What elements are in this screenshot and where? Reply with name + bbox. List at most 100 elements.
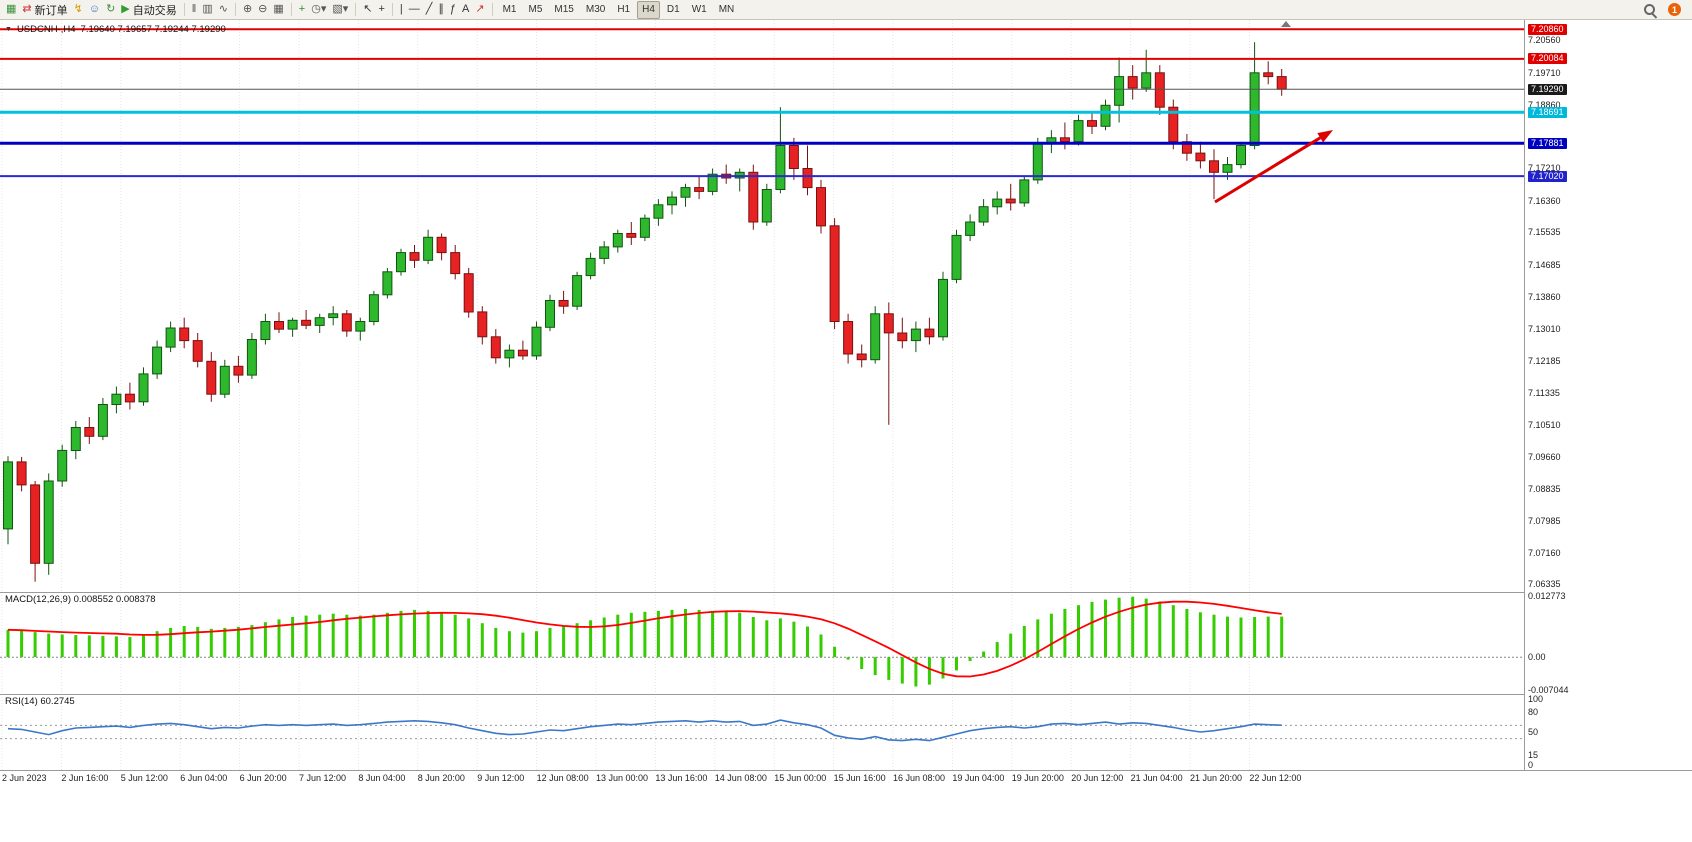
arrows-tool-button[interactable]: ↗ xyxy=(472,1,487,19)
candlestick-chart[interactable] xyxy=(0,20,1524,592)
macd-label: MACD(12,26,9) 0.008552 0.008378 xyxy=(5,594,156,605)
indicators-icon: + xyxy=(298,3,306,15)
price-axis-label: 0.012773 xyxy=(1528,591,1566,602)
timeframe-m5[interactable]: M5 xyxy=(528,4,543,15)
new-order-button[interactable]: ⇄ 新订单 xyxy=(19,1,70,19)
time-label: 8 Jun 20:00 xyxy=(417,773,465,783)
horizontal-line-button[interactable]: — xyxy=(406,1,423,19)
search-button[interactable] xyxy=(1640,1,1660,19)
time-label: 15 Jun 16:00 xyxy=(833,773,886,783)
price-axis-label: 7.18860 xyxy=(1528,100,1561,111)
fibonacci-button[interactable]: ƒ xyxy=(447,1,459,19)
price-line-label: 7.17881 xyxy=(1528,137,1567,149)
price-axis-label: 7.09660 xyxy=(1528,452,1561,463)
line-chart-button[interactable]: ∿ xyxy=(216,1,231,19)
horizontal-line-icon: — xyxy=(408,3,420,15)
search-icon xyxy=(1643,3,1657,17)
timeframe-m30[interactable]: M30 xyxy=(585,4,606,15)
rsi-pane-separator[interactable] xyxy=(0,694,1692,695)
crosshair-button[interactable]: + xyxy=(375,1,387,19)
profile-button[interactable]: ☺ xyxy=(86,1,103,19)
zoom-out-button[interactable]: ⊖ xyxy=(255,1,270,19)
timeframe-w1[interactable]: W1 xyxy=(691,4,707,15)
cursor-button[interactable]: ↖ xyxy=(360,1,375,19)
cursor-icon: ↖ xyxy=(363,3,373,15)
price-axis-label: 7.06335 xyxy=(1528,579,1561,590)
templates-dropdown[interactable]: ▧▾ xyxy=(329,1,351,19)
refresh-button[interactable]: ↻ xyxy=(103,1,118,19)
timeframe-h1[interactable]: H1 xyxy=(617,4,631,15)
price-axis-label: 80 xyxy=(1528,706,1539,717)
rsi-pane[interactable]: RSI(14) 60.2745 xyxy=(0,694,1524,770)
price-axis-label: 0.00 xyxy=(1528,651,1546,662)
price-axis-label: -0.007044 xyxy=(1528,684,1569,695)
toolbar: ▦ ⇄ 新订单 ↯ ☺ ↻ ▶ 自动交易 ‖ ▥ ∿ ⊕ ⊖ ▦ + ◷▾ ▧▾ ↖ + | — ╱ ∥ ƒ A ↗ M1 M5 M1… xyxy=(0,0,1692,20)
price-axis-label: 15 xyxy=(1528,749,1539,760)
time-label: 22 Jun 12:00 xyxy=(1249,773,1302,783)
toolbar-separator xyxy=(290,3,292,16)
auto-trading-button[interactable]: ▶ 自动交易 xyxy=(118,1,179,19)
candlestick-chart-icon: ▥ xyxy=(202,3,213,15)
auto-trading-button-label: 自动交易 xyxy=(132,4,177,17)
price-axis-label: 7.11335 xyxy=(1528,388,1560,399)
auto-trading-icon: ▶ xyxy=(121,3,130,15)
indicators-button[interactable]: + xyxy=(296,1,308,19)
toolbar-separator xyxy=(234,3,236,16)
timeframe-mn[interactable]: MN xyxy=(718,4,735,15)
macd-pane-separator[interactable] xyxy=(0,592,1692,593)
periods-icon: ◷▾ xyxy=(311,3,327,15)
text-button[interactable]: A xyxy=(459,1,472,19)
vertical-line-button[interactable]: | xyxy=(397,1,406,19)
new-order-button-label: 新订单 xyxy=(34,4,68,17)
arrow-annotation[interactable] xyxy=(1214,130,1333,204)
price-axis-label: 7.15535 xyxy=(1528,227,1561,238)
main-chart-pane[interactable] xyxy=(0,20,1524,592)
candlestick-chart-button[interactable]: ▥ xyxy=(199,1,215,19)
channel-button[interactable]: ∥ xyxy=(435,1,447,19)
trendline-button[interactable]: ╱ xyxy=(423,1,436,19)
rsi-chart[interactable] xyxy=(0,694,1524,770)
price-axis-label: 7.19710 xyxy=(1528,67,1561,78)
price-line-label: 7.20860 xyxy=(1528,23,1567,35)
timeframe-h4[interactable]: H4 xyxy=(637,0,660,19)
price-line-label: 7.19290 xyxy=(1528,83,1567,95)
timeframe-m1[interactable]: M1 xyxy=(502,4,517,15)
zoom-in-button[interactable]: ⊕ xyxy=(240,1,255,19)
price-axis-label: 7.12185 xyxy=(1528,355,1561,366)
time-label: 16 Jun 08:00 xyxy=(893,773,946,783)
time-label: 2 Jun 2023 xyxy=(2,773,47,783)
price-axis-label: 100 xyxy=(1528,693,1544,704)
crosshair-icon: + xyxy=(378,3,385,15)
bar-chart-icon: ‖ xyxy=(191,3,197,15)
time-label: 12 Jun 08:00 xyxy=(536,773,589,783)
bar-chart-button[interactable]: ‖ xyxy=(189,1,200,19)
periods-dropdown[interactable]: ◷▾ xyxy=(308,1,329,19)
macd-chart[interactable] xyxy=(0,592,1524,694)
fibonacci-icon: ƒ xyxy=(449,3,457,15)
timeframe-d1[interactable]: D1 xyxy=(666,4,680,15)
time-label: 14 Jun 08:00 xyxy=(714,773,767,783)
time-label: 6 Jun 04:00 xyxy=(180,773,228,783)
tile-windows-icon: ▦ xyxy=(273,3,284,15)
macd-pane[interactable]: MACD(12,26,9) 0.008552 0.008378 xyxy=(0,592,1524,694)
text-icon: A xyxy=(462,3,470,15)
zoom-out-icon: ⊖ xyxy=(258,3,268,15)
tile-windows-button[interactable]: ▦ xyxy=(270,1,286,19)
toolbar-separator xyxy=(355,3,357,16)
lightning-button[interactable]: ↯ xyxy=(71,1,86,19)
time-label: 21 Jun 20:00 xyxy=(1190,773,1243,783)
new-chart-button[interactable]: ▦ xyxy=(3,1,19,19)
price-axis-label: 7.08835 xyxy=(1528,483,1561,494)
time-axis[interactable]: 2 Jun 2023 2 Jun 16:00 5 Jun 12:00 6 Jun 04… xyxy=(0,770,1692,791)
arrows-tool-icon: ↗ xyxy=(475,3,485,15)
price-axis[interactable]: 7.20560 7.19710 7.18860 7.17210 7.16360 7.155… xyxy=(1524,20,1692,770)
chart-ohlc-label: 7.19640 7.19657 7.19244 7.19290 xyxy=(80,24,226,35)
chart-shift-marker xyxy=(1281,21,1291,27)
toolbar-separator xyxy=(391,3,393,16)
rsi-label: RSI(14) 60.2745 xyxy=(5,696,75,707)
timeframe-m15[interactable]: M15 xyxy=(554,4,574,15)
collapse-triangle-icon[interactable]: ▼ xyxy=(5,26,12,33)
notification-badge[interactable]: 1 xyxy=(1668,3,1681,16)
time-label: 2 Jun 16:00 xyxy=(61,773,109,783)
